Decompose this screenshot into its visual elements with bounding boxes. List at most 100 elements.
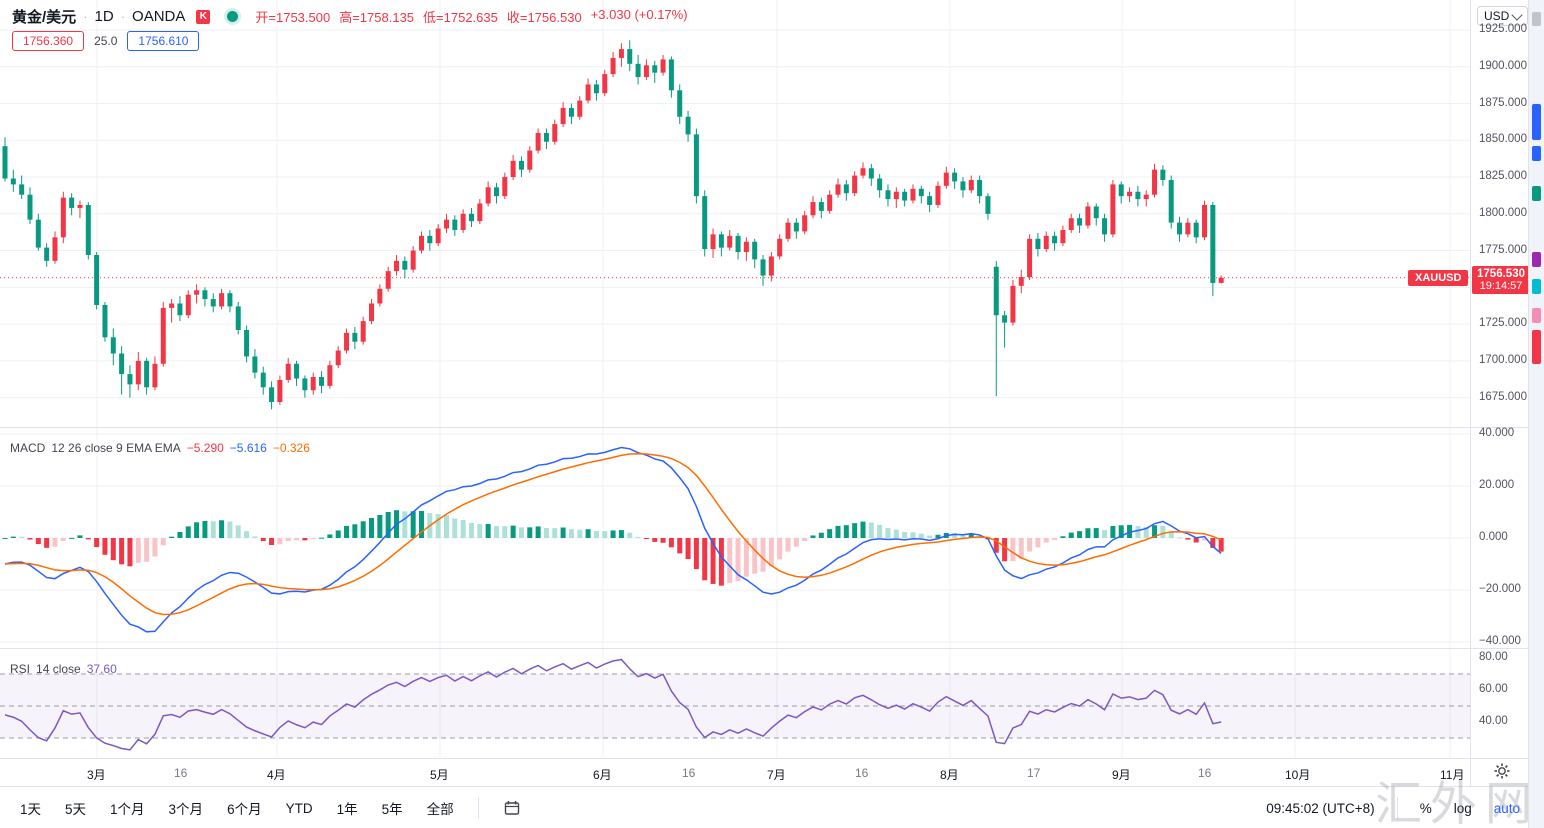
symbol-title[interactable]: 黄金/美元	[12, 9, 77, 26]
candle-body	[385, 271, 391, 289]
macd-hist-bar	[718, 538, 724, 586]
candlestick-chart[interactable]	[0, 0, 1470, 758]
last-price-tag: 1756.530 19:14:57	[1472, 266, 1530, 294]
auto-scale-button[interactable]: auto	[1493, 800, 1520, 816]
macd-hist-bar	[918, 533, 924, 538]
range-button-1年[interactable]: 1年	[336, 802, 358, 817]
macd-hist-bar	[202, 520, 208, 538]
time-axis[interactable]: 3月 16 4月 5月 6月 16 7月 16 8月 17 9月 16 10月 11月	[0, 758, 1470, 787]
macd-hist-bar	[110, 538, 116, 561]
macd-hist-bar	[585, 529, 591, 538]
macd-title: MACD	[10, 441, 46, 455]
candle-body	[568, 107, 574, 117]
time-axis-label: 7月	[767, 768, 786, 782]
gear-icon[interactable]	[1493, 762, 1511, 780]
candle-body	[935, 185, 941, 205]
change-value: +3.030 (+0.17%)	[590, 7, 688, 22]
candle-body	[1010, 285, 1016, 323]
candle-body	[127, 374, 133, 385]
macd-signal-line	[4, 453, 1222, 616]
candle-body	[35, 219, 41, 248]
macd-hist-bar	[768, 538, 774, 567]
macd-hist-bar	[810, 535, 816, 538]
currency-dropdown[interactable]: USD	[1477, 6, 1529, 26]
candle-body	[402, 260, 408, 270]
range-button-1个月[interactable]: 1个月	[110, 802, 145, 817]
candle-body	[269, 387, 275, 403]
strip-marker	[1532, 146, 1541, 161]
range-button-YTD[interactable]: YTD	[285, 800, 313, 816]
clock[interactable]: 09:45:02 (UTC+8)	[1266, 800, 1375, 816]
percent-scale-button[interactable]: %	[1419, 800, 1432, 816]
time-axis-label: 9月	[1112, 768, 1131, 782]
candle-body	[310, 377, 316, 391]
macd-hist-bar	[527, 527, 533, 538]
time-axis-label: 3月	[87, 768, 106, 782]
candle-body	[752, 241, 758, 260]
candle-body	[985, 196, 991, 214]
macd-hist-bar	[1002, 538, 1008, 562]
range-button-5天[interactable]: 5天	[65, 802, 87, 817]
candle-body	[344, 332, 350, 351]
candle-body	[668, 59, 674, 91]
macd-hist-bar	[219, 520, 225, 538]
macd-hist-bar	[360, 521, 366, 538]
range-button-6个月[interactable]: 6个月	[227, 802, 262, 817]
macd-hist-bar	[69, 537, 75, 539]
candle-body	[1060, 229, 1066, 244]
candle-body	[1202, 204, 1208, 238]
price-axis-label: 1800.000	[1479, 206, 1527, 219]
macd-hist-bar	[543, 528, 549, 538]
candle-body	[527, 150, 533, 170]
macd-hist-bar	[1085, 528, 1091, 538]
macd-hist-bar	[410, 511, 416, 538]
candle-body	[968, 179, 974, 191]
macd-hist-bar	[1010, 538, 1016, 562]
log-scale-button[interactable]: log	[1453, 800, 1472, 816]
candle-body	[410, 250, 416, 270]
macd-hist-bar	[194, 522, 200, 538]
macd-hist-bar	[244, 531, 250, 538]
ohlc-values: 开=1753.500 高=1758.135 低=1752.635 收=1756.…	[255, 7, 687, 26]
macd-hist-bar	[419, 510, 424, 538]
price-axis-label: 1775.000	[1479, 243, 1527, 256]
buy-button[interactable]: 1756.610	[127, 31, 200, 51]
macd-hist-bar	[127, 538, 133, 567]
macd-hist-bar	[1102, 530, 1108, 538]
candle-body	[552, 124, 558, 142]
macd-hist-bar	[1110, 526, 1116, 538]
range-button-全部[interactable]: 全部	[426, 802, 454, 817]
interval-label[interactable]: 1D	[94, 8, 114, 25]
macd-legend[interactable]: MACD 12 26 close 9 EMA EMA −5.290 −5.616…	[10, 441, 310, 455]
time-axis-label: 4月	[267, 768, 286, 782]
candle-body	[377, 288, 383, 304]
macd-hist-bar	[327, 534, 333, 538]
macd-hist-bar	[277, 538, 283, 545]
candle-body	[1093, 206, 1099, 219]
macd-hist-bar	[60, 538, 66, 541]
sell-button[interactable]: 1756.360	[12, 31, 85, 51]
last-price-value: 1756.530	[1477, 268, 1525, 280]
macd-hist-bar	[752, 538, 758, 574]
candle-body	[943, 172, 949, 186]
candle-body	[85, 204, 91, 255]
macd-axis-label: 40.000	[1479, 427, 1515, 439]
candle-body	[194, 290, 200, 295]
candle-body	[960, 181, 966, 191]
macd-hist-bar	[843, 525, 849, 538]
price-axis[interactable]: USD 1756.530 19:14:57 1925.000 1900.000 18…	[1470, 0, 1530, 786]
macd-hist-bar	[960, 534, 966, 538]
range-button-5年[interactable]: 5年	[381, 802, 403, 817]
exchange-label[interactable]: OANDA	[132, 8, 186, 25]
macd-hist-bar	[827, 529, 833, 538]
macd-hist-bar	[852, 523, 858, 538]
rsi-legend[interactable]: RSI 14 close 37.60	[10, 662, 117, 676]
macd-hist-bar	[460, 520, 466, 538]
calendar-icon[interactable]	[503, 799, 521, 817]
range-button-1天[interactable]: 1天	[20, 802, 42, 817]
range-button-3个月[interactable]: 3个月	[168, 802, 204, 817]
candle-body	[518, 160, 524, 170]
bar-countdown: 19:14:57	[1479, 280, 1523, 292]
macd-hist-bar	[1218, 538, 1224, 552]
